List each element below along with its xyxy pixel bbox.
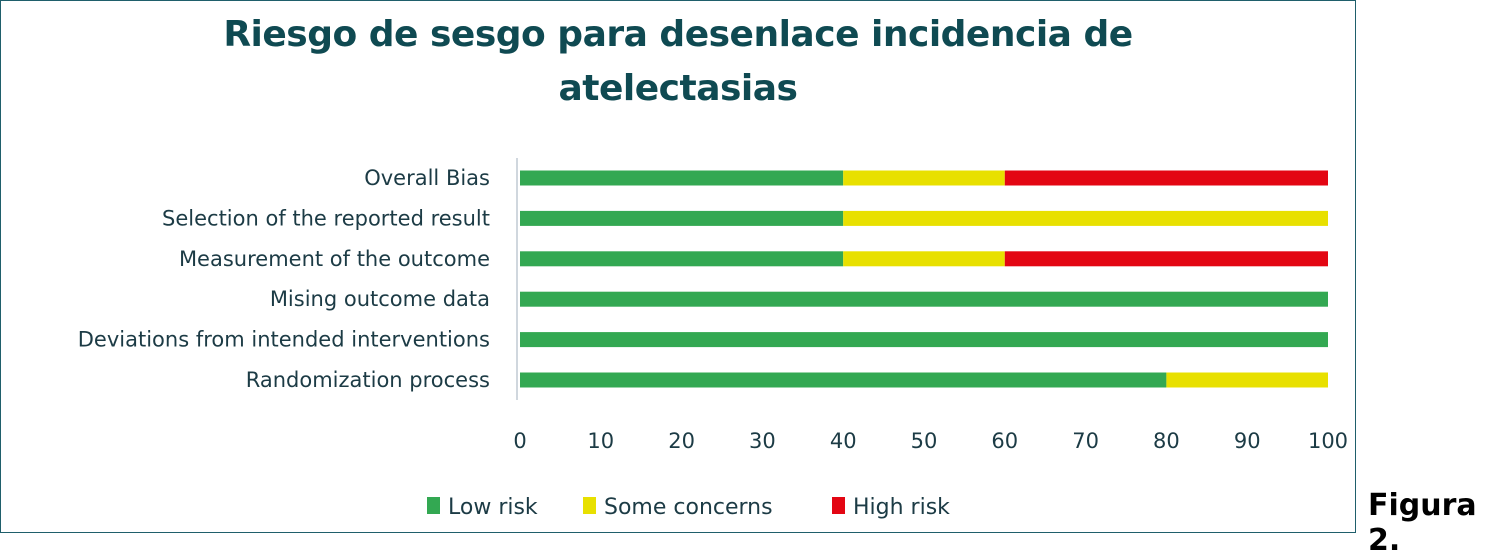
legend-label: Low risk [448, 495, 538, 520]
x-tick-label: 70 [1072, 429, 1099, 453]
chart-frame [0, 0, 1356, 533]
bar-segment-low-risk [520, 332, 1328, 348]
y-tick-label: Mising outcome data [270, 287, 490, 311]
legend-label: Some concerns [604, 495, 773, 520]
legend-swatch-some-concerns [583, 497, 596, 514]
chart-title-line-2: atelectasias [558, 68, 798, 109]
bar-segment-high-risk [1004, 251, 1328, 267]
bar-segment-low-risk [520, 170, 844, 186]
bar-segment-low-risk [520, 291, 1328, 307]
bar-segment-low-risk [520, 372, 1167, 388]
y-tick-label: Overall Bias [364, 166, 490, 190]
y-tick-label: Randomization process [246, 368, 490, 392]
y-tick-label: Selection of the reported result [162, 206, 490, 230]
bar-segment-some-concerns [843, 251, 1005, 267]
legend-swatch-low-risk [427, 497, 440, 514]
chart-title-line-1: Riesgo de sesgo para desenlace incidenci… [223, 14, 1133, 55]
bar-segment-low-risk [520, 251, 844, 267]
x-tick-label: 100 [1308, 429, 1348, 453]
x-tick-label: 50 [911, 429, 938, 453]
x-tick-label: 10 [587, 429, 614, 453]
figure-caption: Figura 2. [1368, 488, 1477, 558]
x-tick-label: 20 [668, 429, 695, 453]
x-tick-label: 90 [1234, 429, 1261, 453]
chart-title: Riesgo de sesgo para desenlace incidenci… [0, 8, 1356, 116]
stacked-bar-chart: Overall Bias Selection of the reported re… [78, 158, 1348, 520]
bar-segment-low-risk [520, 210, 844, 226]
y-tick-label: Measurement of the outcome [179, 247, 490, 271]
bar-segment-some-concerns [1166, 372, 1328, 388]
x-tick-label: 40 [830, 429, 857, 453]
x-tick-label: 0 [513, 429, 526, 453]
y-tick-label: Deviations from intended interventions [78, 328, 490, 352]
legend-label: High risk [853, 495, 950, 520]
bar-segment-some-concerns [843, 170, 1005, 186]
x-tick-label: 80 [1153, 429, 1180, 453]
x-tick-label: 60 [991, 429, 1018, 453]
legend-swatch-high-risk [832, 497, 845, 514]
bar-segment-high-risk [1004, 170, 1328, 186]
x-tick-label: 30 [749, 429, 776, 453]
bar-segment-some-concerns [843, 210, 1328, 226]
